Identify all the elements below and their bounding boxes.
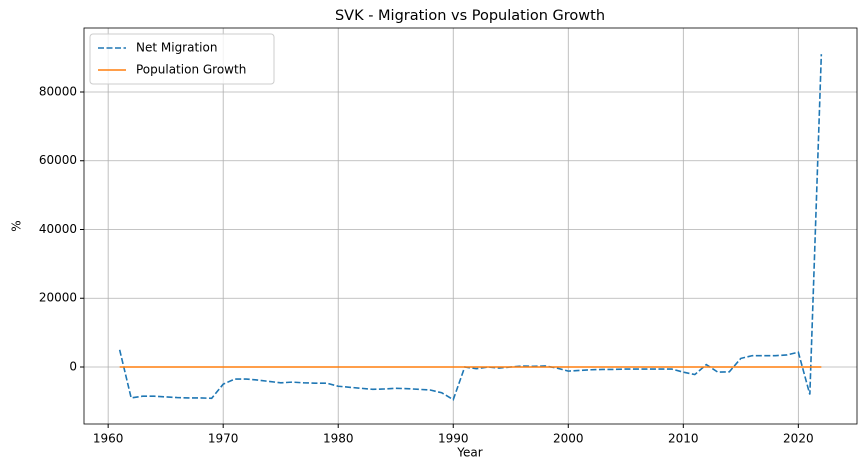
legend-label: Population Growth [136, 63, 246, 77]
x-tick-label: 1970 [208, 432, 239, 446]
x-tick-label: 2010 [668, 432, 699, 446]
x-tick-label: 2000 [553, 432, 584, 446]
series-line [118, 54, 823, 401]
x-axis-label: Year [456, 446, 482, 460]
x-tick-label: 1960 [93, 432, 124, 446]
y-tick-label: 80000 [39, 84, 77, 98]
y-tick-label: 20000 [39, 291, 77, 305]
chart-title: SVK - Migration vs Population Growth [335, 8, 605, 24]
x-tick-label: 2020 [783, 432, 814, 446]
y-tick-label: 60000 [39, 153, 77, 167]
y-tick-label: 40000 [39, 222, 77, 236]
legend-label: Net Migration [136, 41, 217, 55]
x-tick-label: 1980 [323, 432, 354, 446]
y-tick-label: 0 [69, 359, 77, 373]
y-axis-label: % [10, 220, 24, 231]
legend-box [89, 33, 275, 85]
x-tick-label: 1990 [438, 432, 469, 446]
axes-frame [83, 27, 858, 425]
